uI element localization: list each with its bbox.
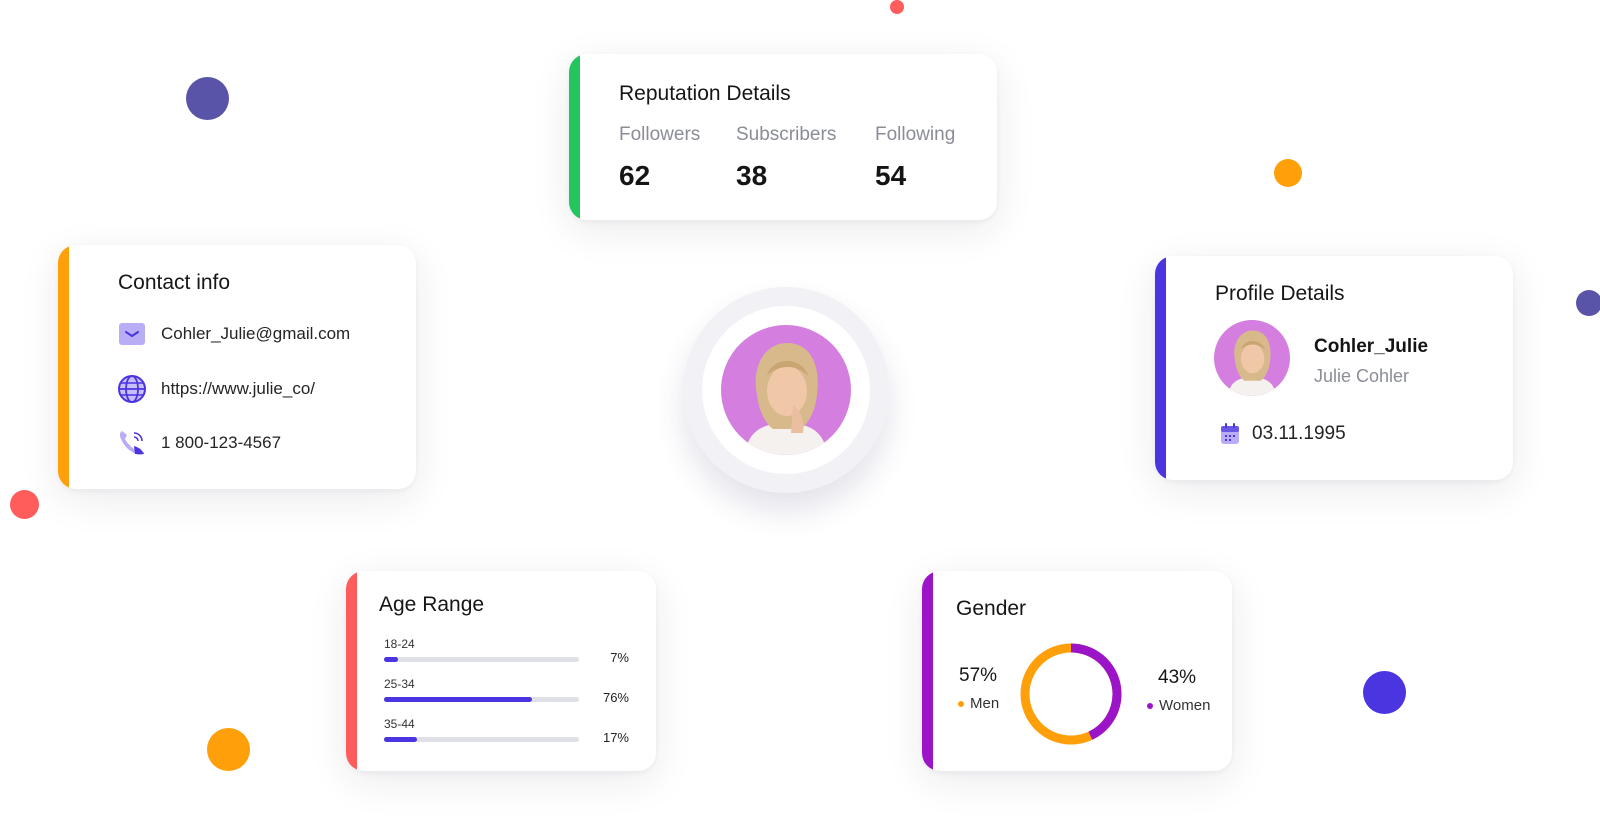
avatar-main — [683, 287, 889, 493]
gender-card: Gender 57% Men 43% Women — [922, 571, 1232, 771]
reputation-title: Reputation Details — [619, 82, 791, 105]
profile-title: Profile Details — [1215, 282, 1345, 305]
phone-text[interactable]: 1 800-123-4567 — [161, 433, 282, 452]
age-bar-track — [384, 657, 579, 662]
age-row: 35-44 17% — [384, 717, 629, 745]
decor-dot — [186, 77, 229, 120]
decor-dot — [10, 490, 39, 519]
profile-full-name: Julie Cohler — [1314, 366, 1410, 386]
age-label: 18-24 — [384, 637, 415, 651]
contact-accent — [58, 245, 69, 489]
stat-value: 38 — [736, 160, 768, 191]
calendar-icon — [1220, 423, 1240, 450]
age-bar-fill — [384, 657, 398, 662]
age-bar-track — [384, 697, 579, 702]
legend-dot — [958, 700, 964, 707]
person-portrait-icon — [745, 343, 827, 455]
decor-dot — [1576, 290, 1600, 316]
profile-card: Profile Details Cohler_Julie Julie Cohle… — [1155, 256, 1513, 480]
profile-avatar — [1214, 320, 1290, 396]
phone-icon — [117, 428, 147, 458]
mail-icon — [117, 319, 147, 349]
stat-subscribers: Subscribers 38 — [736, 124, 836, 192]
stat-label: Subscribers — [736, 124, 837, 145]
donut-women-slice — [1020, 643, 1122, 745]
contact-phone[interactable]: 1 800-123-4567 — [117, 428, 281, 458]
gender-title: Gender — [956, 597, 1027, 620]
age-label: 25-34 — [384, 677, 415, 691]
globe-icon — [117, 374, 147, 404]
contact-website[interactable]: https://www.julie_co/ — [117, 374, 315, 404]
age-accent — [346, 571, 357, 771]
contact-title: Contact info — [118, 271, 231, 294]
reputation-accent — [569, 54, 580, 220]
person-portrait-icon — [1228, 330, 1276, 396]
women-label: Women — [1159, 697, 1211, 714]
email-text[interactable]: Cohler_Julie@gmail.com — [161, 324, 351, 343]
stat-value: 54 — [875, 160, 907, 191]
website-text[interactable]: https://www.julie_co/ — [161, 379, 316, 398]
profile-username: Cohler_Julie — [1314, 336, 1429, 357]
decor-dot — [1274, 159, 1302, 187]
avatar-photo — [721, 325, 851, 455]
gender-donut-chart — [1020, 643, 1122, 745]
age-title: Age Range — [379, 593, 485, 616]
age-card: Age Range 18-24 7% 25-34 76% 35-44 17% — [346, 571, 656, 771]
decor-dot — [890, 0, 904, 14]
age-percent: 17% — [602, 730, 629, 745]
stat-following: Following 54 — [875, 124, 955, 192]
men-label: Men — [970, 695, 1000, 712]
women-percent: 43% — [1158, 667, 1197, 688]
contact-card: Contact info Cohler_Julie@gmail.com http… — [58, 245, 416, 489]
age-row: 25-34 76% — [384, 677, 629, 705]
age-percent: 76% — [602, 690, 629, 705]
stat-value: 62 — [619, 160, 651, 191]
profile-birthdate: 03.11.1995 — [1252, 423, 1346, 444]
age-percent: 7% — [610, 650, 629, 665]
age-label: 35-44 — [384, 717, 415, 731]
contact-email[interactable]: Cohler_Julie@gmail.com — [117, 319, 350, 349]
decor-dot — [1363, 671, 1406, 714]
gender-accent — [922, 571, 933, 771]
age-row: 18-24 7% — [384, 637, 629, 665]
men-legend: Men — [958, 695, 999, 712]
women-legend: Women — [1147, 697, 1210, 714]
stat-followers: Followers 62 — [619, 124, 700, 192]
reputation-card: Reputation Details Followers 62 Subscrib… — [569, 54, 997, 220]
decor-dot — [207, 728, 250, 771]
stat-label: Following — [875, 124, 956, 145]
age-bar-fill — [384, 737, 418, 742]
men-percent: 57% — [959, 665, 998, 686]
age-bar-fill — [384, 697, 533, 702]
stat-label: Followers — [619, 124, 701, 145]
profile-accent — [1155, 256, 1166, 480]
legend-dot — [1147, 702, 1153, 709]
age-bar-track — [384, 737, 579, 742]
